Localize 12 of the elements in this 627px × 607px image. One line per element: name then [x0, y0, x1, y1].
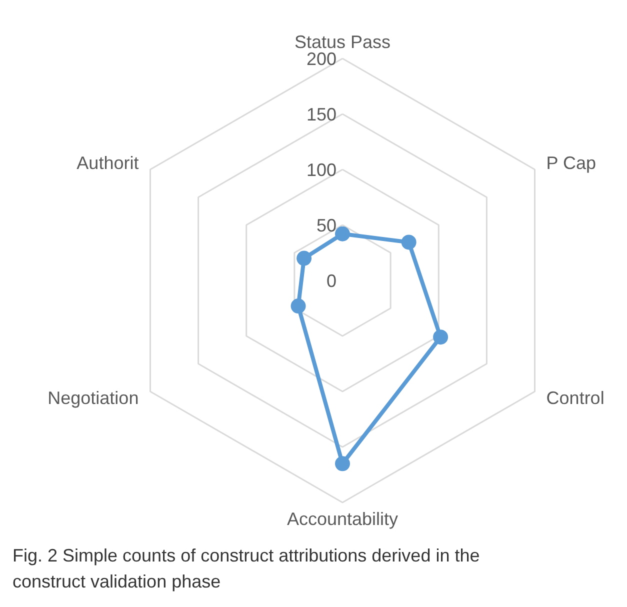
y-tick-label: 50: [316, 216, 337, 236]
spoke-label: Authorit: [76, 152, 139, 173]
y-tick-label: 100: [306, 160, 337, 180]
y-tick-label: 200: [306, 49, 337, 69]
spoke-label: Status Pass: [294, 32, 391, 52]
spoke-label: Negotiation: [48, 388, 139, 408]
y-tick-label: 150: [306, 104, 337, 124]
spoke-label: P Cap: [546, 152, 596, 173]
spoke-label: Control: [546, 388, 604, 408]
y-tick-label: 0: [326, 271, 337, 291]
spoke-label: Accountability: [286, 509, 398, 530]
caption: Fig. 2 Simple counts of construct attributions derived in the construct validation phase: [12, 546, 480, 592]
